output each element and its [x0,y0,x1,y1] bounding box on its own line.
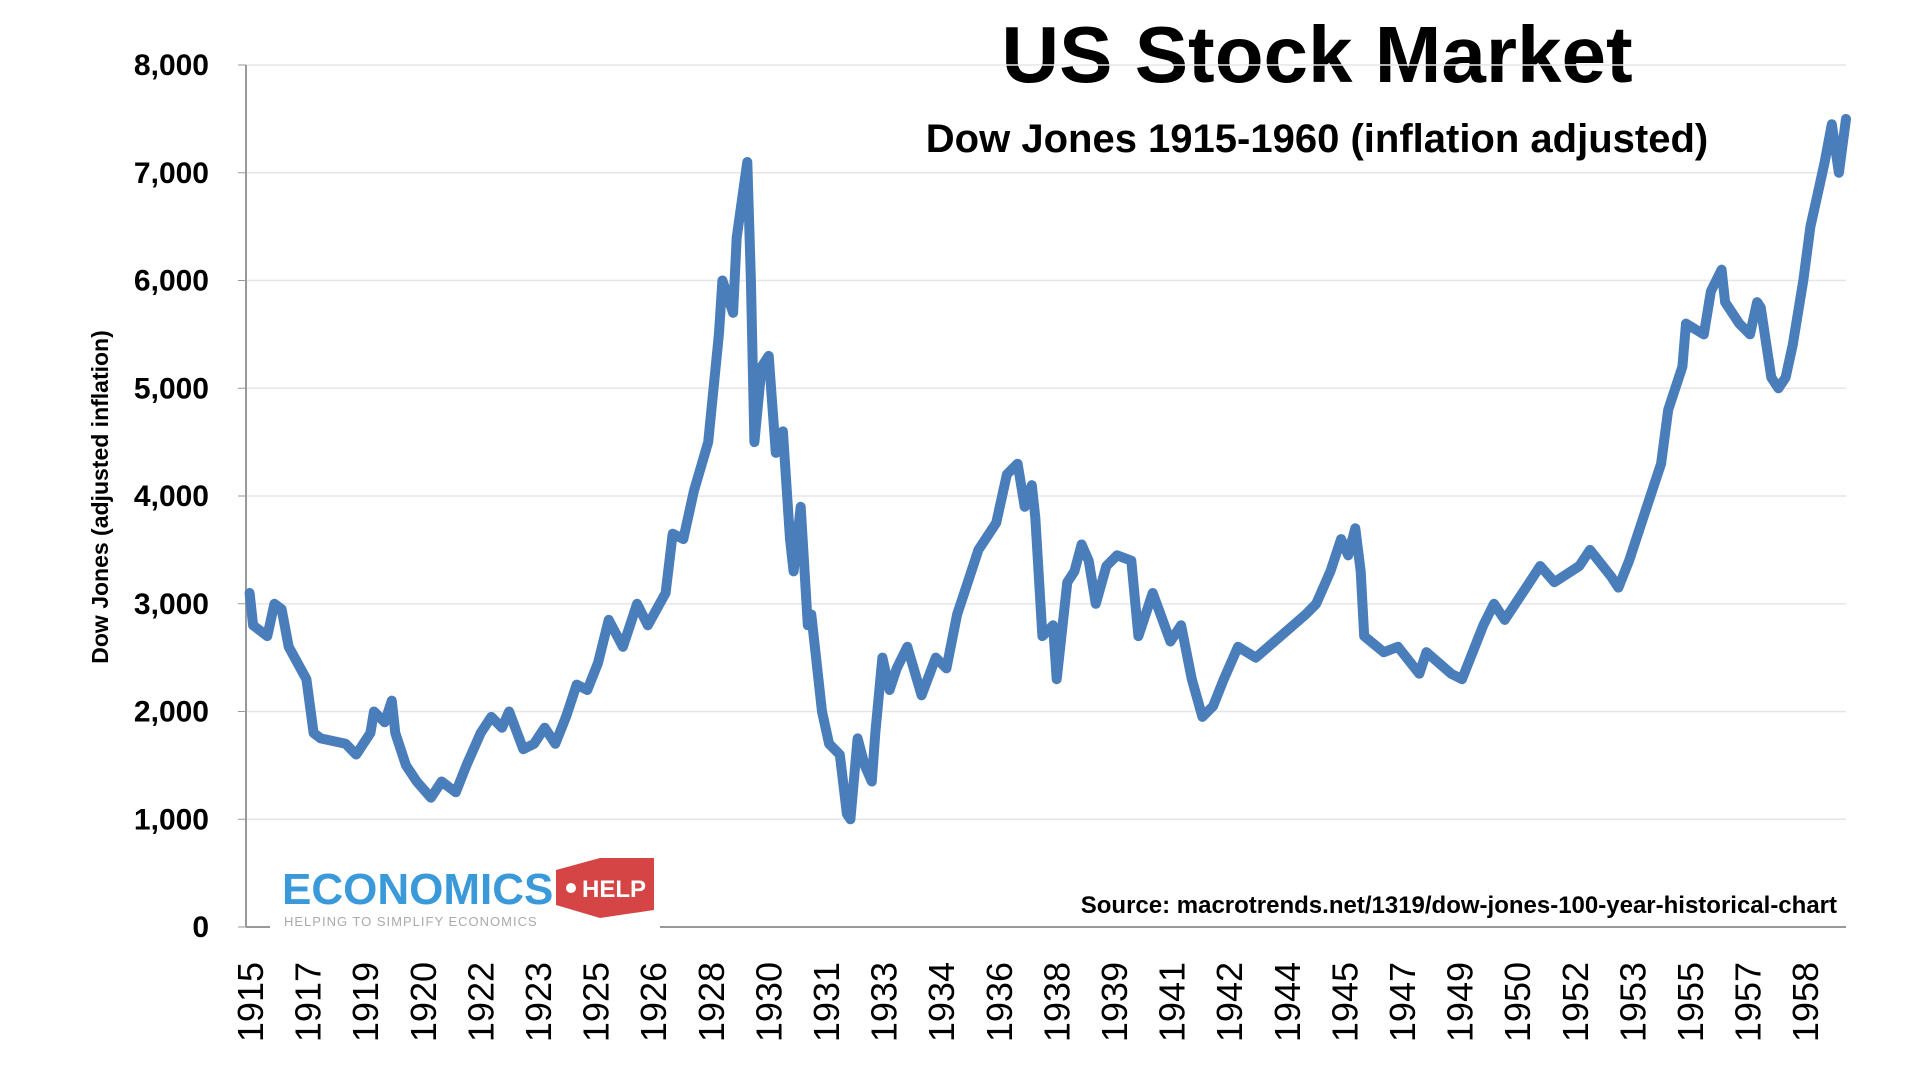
y-axis-label: Dow Jones (adjusted inflation) [87,330,113,664]
y-tick-label: 6,000 [134,265,209,298]
x-tick-label: 1915 [230,962,271,1042]
chart-subtitle: Dow Jones 1915-1960 (inflation adjusted) [926,117,1708,161]
y-tick-label: 4,000 [134,480,209,513]
series-line-dow-jones [244,113,1851,825]
x-tick-label: 1923 [518,962,559,1042]
x-tick-label: 1933 [864,962,905,1042]
x-tick-label: 1939 [1094,962,1135,1042]
x-tick-label: 1917 [288,962,329,1042]
x-tick-label: 1949 [1440,962,1481,1042]
x-tick-label: 1934 [921,962,962,1042]
y-tick-label: 1,000 [134,803,209,836]
logo-tagline: HELPING TO SIMPLIFY ECONOMICS [284,914,538,929]
x-tick-label: 1944 [1267,962,1308,1042]
logo-badge: HELP [582,876,646,903]
x-tick-label: 1952 [1555,962,1596,1042]
x-tick-label: 1958 [1785,962,1826,1042]
gridlines [246,64,1846,820]
x-tick-label: 1955 [1670,962,1711,1042]
y-tick-label: 2,000 [134,696,209,729]
y-tick-label: 7,000 [134,157,209,190]
x-tick-labels: 1915 1917 1919 1920 1922 1923 1925 1926 1928 1930… [230,962,1826,1042]
y-tick-labels: 0 1,000 2,000 3,000 4,000 5,000 6,000 7,000 8,00… [134,49,246,944]
x-tick-label: 1957 [1728,962,1769,1042]
x-tick-label: 1950 [1497,962,1538,1042]
x-tick-label: 1947 [1382,962,1423,1042]
economics-help-logo: ECONOMICS HELPING TO SIMPLIFY ECONOMICS … [270,855,660,930]
x-tick-label: 1945 [1324,962,1365,1042]
logo-text: ECONOMICS [282,865,553,914]
x-tick-label: 1953 [1612,962,1653,1042]
y-tick-label: 5,000 [134,372,209,405]
x-tick-label: 1936 [979,962,1020,1042]
x-tick-label: 1930 [748,962,789,1042]
x-tick-label: 1928 [691,962,732,1042]
x-tick-label: 1941 [1152,962,1193,1042]
x-tick-label: 1931 [806,962,847,1042]
x-tick-label: 1942 [1209,962,1250,1042]
x-tick-label: 1922 [460,962,501,1042]
x-tick-label: 1926 [633,962,674,1042]
x-tick-label: 1925 [576,962,617,1042]
chart-title: US Stock Market [1001,10,1632,99]
x-tick-label: 1919 [345,962,386,1042]
source-note: Source: macrotrends.net/1319/dow-jones-1… [1081,892,1837,919]
x-tick-label: 1938 [1036,962,1077,1042]
y-tick-label: 0 [192,911,209,944]
y-tick-label: 3,000 [134,588,209,621]
logo-tag-shape [556,858,654,918]
y-tick-label: 8,000 [134,49,209,82]
x-tick-label: 1920 [403,962,444,1042]
